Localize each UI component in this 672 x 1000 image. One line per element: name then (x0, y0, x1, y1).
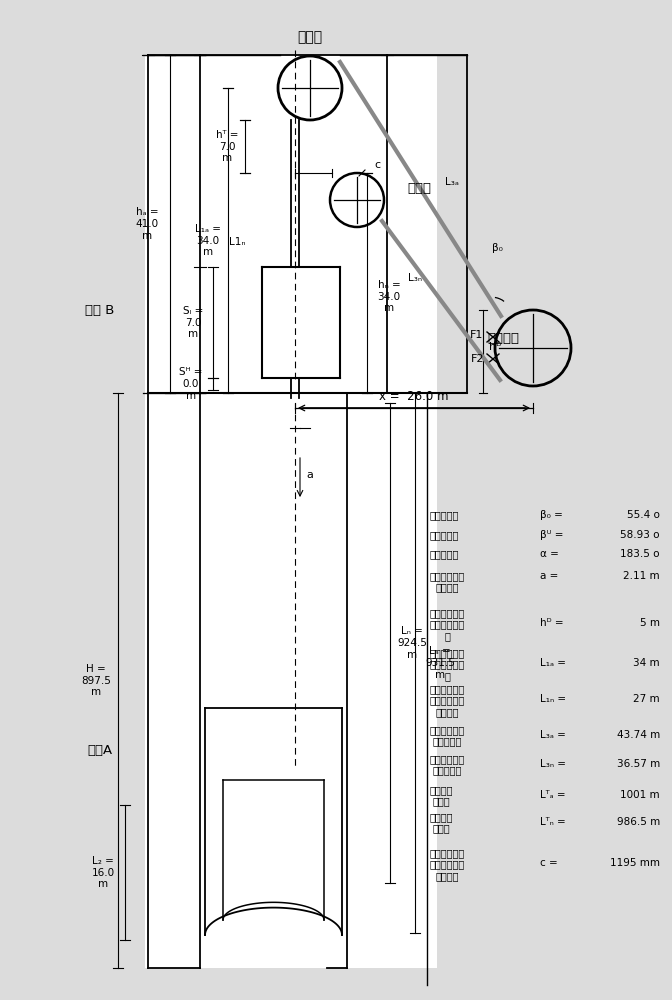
Text: L₃ₐ: L₃ₐ (445, 177, 459, 187)
Text: 2.11 m: 2.11 m (624, 571, 660, 581)
Text: 上天轮中心与
井筒中心间的
水平距离: 上天轮中心与 井筒中心间的 水平距离 (430, 848, 465, 881)
Text: 下天轮到卷筒
的钢绳长度: 下天轮到卷筒 的钢绳长度 (430, 754, 465, 776)
Text: 罐笼在最高处
时下天轮到罐
笼的绳长: 罐笼在最高处 时下天轮到罐 笼的绳长 (430, 684, 465, 717)
Text: hᴰ: hᴰ (489, 342, 501, 352)
Text: x =  26.0 m: x = 26.0 m (379, 389, 449, 402)
Text: 上天轮到卷筒
的钢绳长度: 上天轮到卷筒 的钢绳长度 (430, 725, 465, 747)
Text: H =
897.5
m: H = 897.5 m (81, 664, 111, 697)
Text: 卷筒中心到距
井口标高的距
离: 卷筒中心到距 井口标高的距 离 (430, 608, 465, 641)
Text: Lᵀₙ =: Lᵀₙ = (540, 817, 566, 827)
Text: L₃ₙ: L₃ₙ (408, 273, 422, 283)
Text: c: c (374, 160, 380, 170)
Text: hₐ =
41.0
m: hₐ = 41.0 m (136, 207, 159, 241)
Text: Lₙ =
924.5
m: Lₙ = 924.5 m (397, 626, 427, 660)
Text: L₁ₐ =
34.0
m: L₁ₐ = 34.0 m (195, 224, 221, 257)
Text: 1001 m: 1001 m (620, 790, 660, 800)
FancyBboxPatch shape (145, 55, 437, 968)
Text: 27 m: 27 m (634, 694, 660, 704)
Text: 5 m: 5 m (640, 618, 660, 628)
Text: 罐笼 B: 罐笼 B (85, 304, 115, 316)
Text: c =: c = (540, 858, 558, 868)
Text: 183.5 o: 183.5 o (620, 549, 660, 559)
Text: 上天轮到井口
标高的垂直距
离: 上天轮到井口 标高的垂直距 离 (430, 648, 465, 681)
Text: 1195 mm: 1195 mm (610, 858, 660, 868)
Text: Lₐ =
931.5
m: Lₐ = 931.5 m (425, 646, 455, 680)
Text: Sᴴ =
0.0
m: Sᴴ = 0.0 m (179, 367, 203, 401)
Text: 上出绳仰角: 上出绳仰角 (430, 510, 460, 520)
Text: β₀: β₀ (491, 243, 503, 253)
Text: Lᵀₐ =: Lᵀₐ = (540, 790, 566, 800)
Text: 滚筒电机: 滚筒电机 (487, 332, 519, 344)
Text: L₁ₐ =: L₁ₐ = (540, 658, 566, 668)
Text: 滚筒下端
总绳长: 滚筒下端 总绳长 (430, 812, 454, 834)
Text: a: a (306, 470, 313, 480)
Text: 下出绳仰角: 下出绳仰角 (430, 530, 460, 540)
Text: α =: α = (540, 549, 559, 559)
Text: hₙ =
34.0
m: hₙ = 34.0 m (378, 280, 401, 313)
Text: Sₗ =
7.0
m: Sₗ = 7.0 m (183, 306, 203, 339)
Text: L₂ =
16.0
m: L₂ = 16.0 m (91, 856, 114, 889)
Text: F1: F1 (470, 330, 484, 340)
Text: F2: F2 (471, 354, 485, 364)
Text: 58.93 o: 58.93 o (620, 530, 660, 540)
Text: 55.4 o: 55.4 o (627, 510, 660, 520)
Text: L1ₙ: L1ₙ (228, 237, 245, 247)
Text: β₀ =: β₀ = (540, 510, 563, 520)
Text: 井筒中罐笼中
心绳间距: 井筒中罐笼中 心绳间距 (430, 571, 465, 593)
Text: βᵁ =: βᵁ = (540, 530, 564, 540)
Text: 下天轮: 下天轮 (407, 182, 431, 194)
Text: hᵀ =
7.0
m: hᵀ = 7.0 m (216, 130, 239, 163)
Text: L₁ₙ =: L₁ₙ = (540, 694, 566, 704)
Text: 36.57 m: 36.57 m (617, 759, 660, 769)
Text: 34 m: 34 m (634, 658, 660, 668)
Text: hᴰ =: hᴰ = (540, 618, 564, 628)
Text: 986.5 m: 986.5 m (617, 817, 660, 827)
Text: 钢绳圈包角: 钢绳圈包角 (430, 549, 460, 559)
Text: 罐笼A: 罐笼A (87, 744, 113, 756)
Text: a =: a = (540, 571, 558, 581)
Text: 滚筒上端
总绳长: 滚筒上端 总绳长 (430, 785, 454, 807)
Text: L₃ₙ =: L₃ₙ = (540, 759, 566, 769)
Text: L₃ₐ =: L₃ₐ = (540, 730, 566, 740)
Text: 上天轮: 上天轮 (298, 30, 323, 44)
Text: 43.74 m: 43.74 m (617, 730, 660, 740)
